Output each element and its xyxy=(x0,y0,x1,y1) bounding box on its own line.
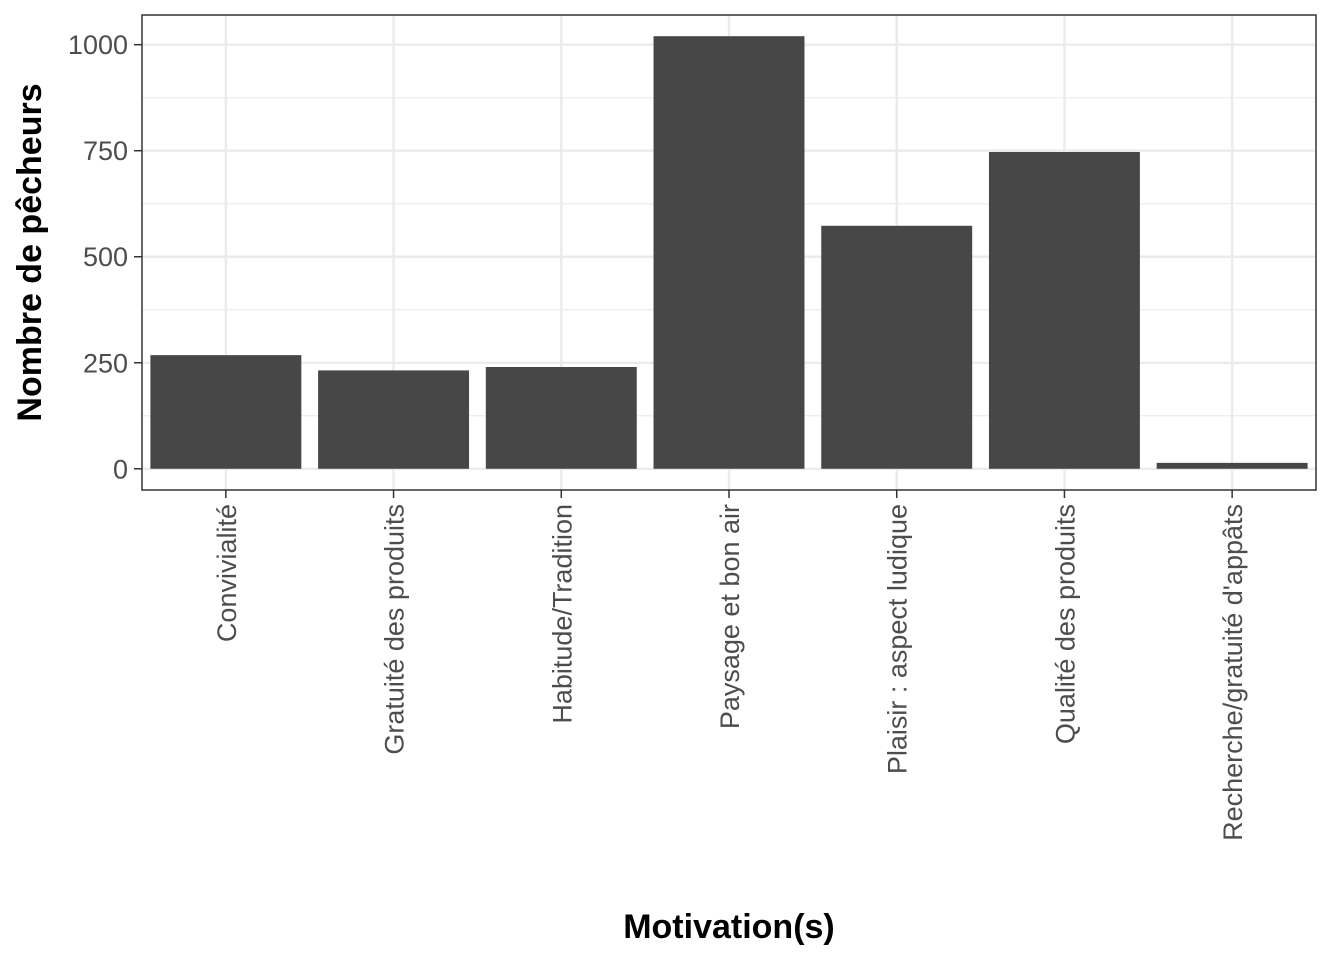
bar xyxy=(653,36,805,469)
y-tick-label: 0 xyxy=(113,454,128,484)
x-tick-label: Recherche/gratuité d'appâts xyxy=(1218,504,1248,841)
x-axis-title: Motivation(s) xyxy=(623,908,835,946)
y-axis: 0 250 500 750 1000 xyxy=(68,30,142,484)
x-tick-label: Convivialité xyxy=(212,504,242,642)
bar xyxy=(150,355,302,469)
x-axis: Convivialité Gratuité des produits Habitud… xyxy=(212,490,1248,841)
x-tick-label: Qualité des produits xyxy=(1050,504,1080,744)
y-tick-label: 1000 xyxy=(68,30,128,60)
bar xyxy=(821,225,973,469)
y-tick-label: 250 xyxy=(83,348,128,378)
x-tick-label: Paysage et bon air xyxy=(715,504,745,729)
bars xyxy=(150,36,1308,469)
y-tick-label: 750 xyxy=(83,136,128,166)
x-tick-label: Gratuité des produits xyxy=(380,504,410,755)
y-tick-label: 500 xyxy=(83,242,128,272)
bar xyxy=(1156,462,1308,469)
bar xyxy=(485,367,637,469)
bar xyxy=(988,151,1140,469)
y-axis-title: Nombre de pêcheurs xyxy=(11,83,49,421)
x-tick-label: Habitude/Tradition xyxy=(547,504,577,724)
bar xyxy=(318,370,470,469)
x-tick-label: Plaisir : aspect ludique xyxy=(883,504,913,774)
